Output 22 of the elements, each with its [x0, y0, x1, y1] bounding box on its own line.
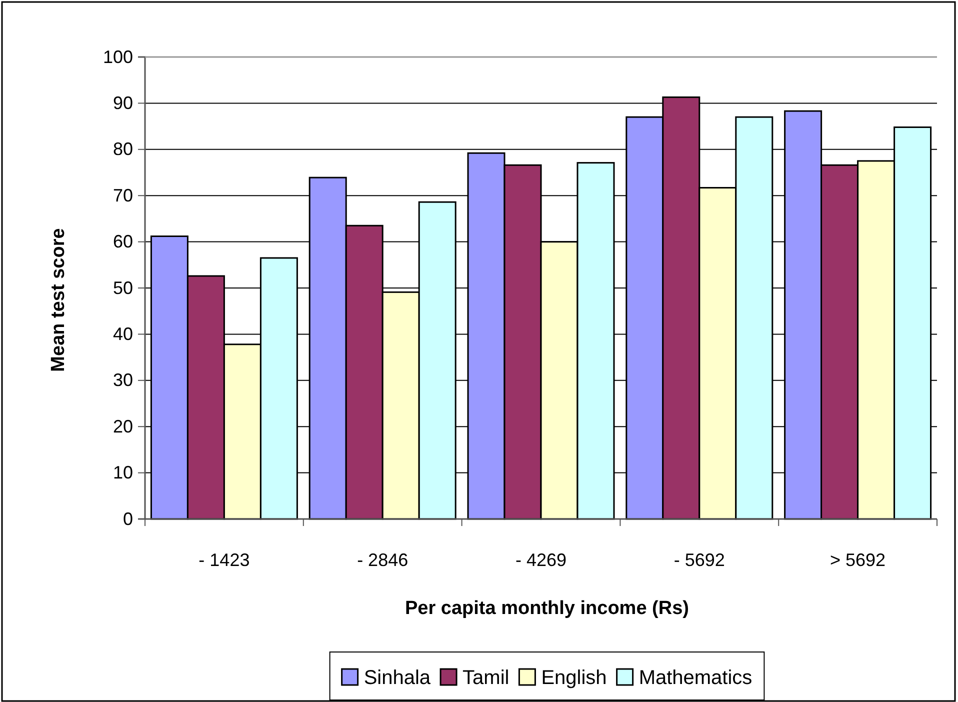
- legend-label: Mathematics: [638, 667, 752, 689]
- y-tick-label: 90: [112, 92, 133, 113]
- legend-label: Tamil: [462, 667, 510, 689]
- y-tick-label: 50: [112, 278, 133, 298]
- y-tick-label: 20: [112, 416, 133, 436]
- legend-label: Sinhala: [364, 667, 432, 689]
- y-axis-title: Mean test score: [48, 228, 69, 372]
- x-axis-title: Per capita monthly income (Rs): [404, 598, 690, 619]
- x-tick-label: > 5692: [830, 550, 886, 570]
- x-tick-label: - 4269: [515, 550, 567, 570]
- y-tick-label: 10: [112, 462, 133, 483]
- y-tick-label: 60: [112, 232, 133, 252]
- y-tick-label: 70: [112, 185, 133, 206]
- y-tick-label: 40: [112, 324, 133, 344]
- x-tick-label: - 1423: [198, 550, 250, 570]
- y-tick-label: 100: [102, 46, 133, 67]
- y-tick-label: 80: [112, 139, 133, 160]
- y-tick-label: 0: [122, 508, 133, 529]
- x-tick-label: - 5692: [674, 550, 725, 570]
- y-tick-label: 30: [112, 370, 133, 390]
- legend-label: English: [541, 667, 607, 689]
- x-tick-label: - 2846: [357, 550, 408, 570]
